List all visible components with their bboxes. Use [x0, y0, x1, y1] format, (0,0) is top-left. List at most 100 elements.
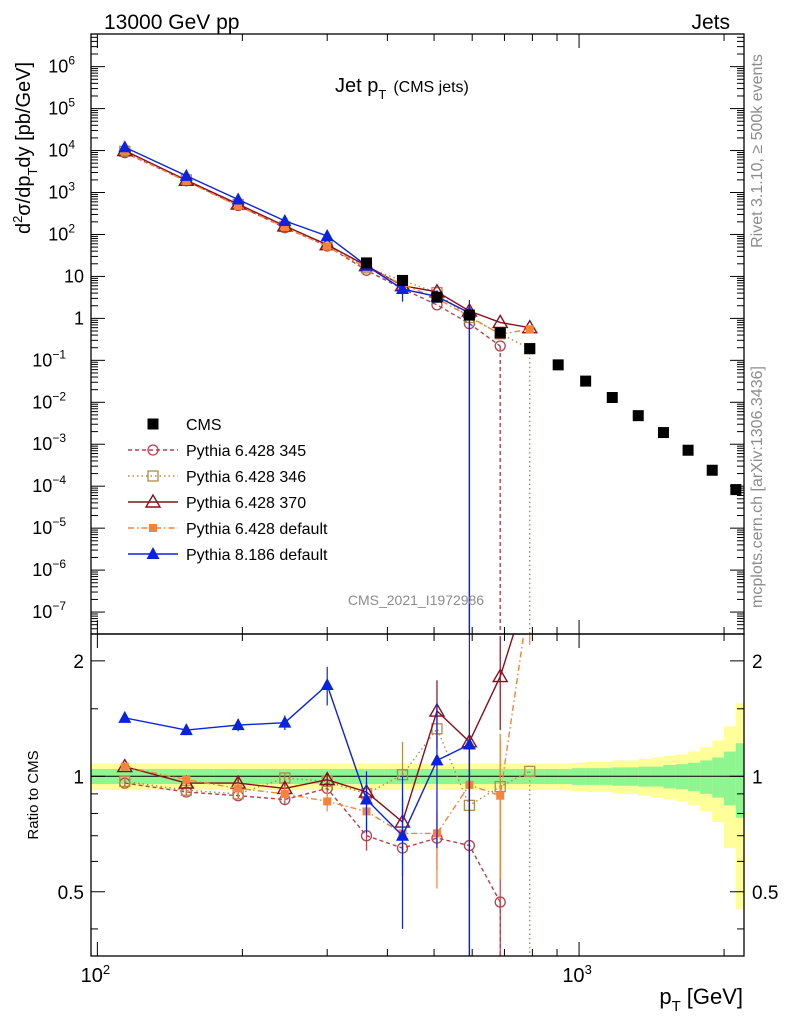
- analysis-watermark: CMS_2021_I1972986: [348, 592, 484, 608]
- legend-entry-cms: CMS: [147, 417, 222, 434]
- y-tick-label: 10−7: [32, 599, 66, 622]
- ratio-point: [118, 710, 132, 723]
- cms-data-point: [632, 410, 644, 422]
- cms-data-point: [524, 343, 536, 355]
- y-tick-label: 10: [64, 266, 84, 286]
- series-main-0: [119, 147, 506, 634]
- ratio-tick-label: 1: [73, 767, 84, 788]
- series-main-cms: [360, 257, 786, 545]
- ratio-point: [494, 896, 506, 908]
- y-tick-label: 10−5: [32, 515, 66, 538]
- data-point: [320, 228, 334, 241]
- ratio-point: [430, 753, 444, 766]
- legend-label-cms: CMS: [186, 417, 222, 434]
- legend-series-marker: [149, 524, 157, 532]
- legend-label-pythia6-370: Pythia 6.428 370: [186, 495, 306, 512]
- legend-marker-pythia8-default: [128, 547, 178, 559]
- cms-data-point: [552, 359, 564, 371]
- y-tick-label: 104: [48, 138, 75, 161]
- ratio-line: [124, 683, 471, 956]
- ratio-band-inner: [688, 762, 701, 792]
- ratio-point: [182, 775, 191, 784]
- ratio-point: [119, 775, 131, 788]
- y-tick-label: 10−6: [32, 557, 66, 580]
- legend-entry-pythia8-default: Pythia 8.186 default: [128, 547, 328, 564]
- series-line: [124, 152, 501, 634]
- ratio-line: [124, 727, 531, 956]
- cms-data-point: [431, 291, 443, 303]
- cms-data-point: [777, 534, 786, 545]
- ratio-band-inner: [700, 760, 713, 794]
- y-tick-label: 10−4: [32, 473, 66, 496]
- ratio-point: [462, 737, 476, 750]
- data-point: [182, 177, 191, 186]
- cms-data-point: [463, 309, 475, 321]
- cms-data-point: [397, 274, 409, 286]
- data-point: [396, 282, 410, 295]
- ratio-frame: [90, 633, 745, 957]
- ratio-tick-label-right: 2: [752, 652, 763, 673]
- ratio-tick-label: 0.5: [58, 883, 84, 904]
- header-right-label: Jets: [691, 11, 730, 34]
- ylabel-part-sigma: σ/dp: [13, 176, 35, 216]
- cms-data-point: [657, 427, 669, 439]
- ratio-point: [179, 723, 193, 736]
- legend-label-pythia6-346: Pythia 6.428 346: [186, 469, 306, 486]
- legend-marker-cms: [147, 418, 159, 430]
- ratio-series-layer: [116, 634, 536, 956]
- data-point: [179, 168, 193, 181]
- cms-data-point: [360, 257, 372, 269]
- ratio-point: [318, 771, 336, 786]
- legend-marker-pythia6-370: [128, 493, 178, 508]
- data-point: [234, 201, 243, 210]
- data-point: [525, 325, 534, 334]
- y-tick-label: 106: [48, 54, 75, 77]
- ratio-point: [120, 762, 129, 771]
- legend-cms-marker: [147, 418, 159, 430]
- y-tick-label: 103: [48, 180, 75, 203]
- ratio-axis-label: Ratio to CMS: [25, 750, 42, 839]
- ratio-axes-layer: 0.5 0.5 1 1 2 2: [58, 633, 778, 957]
- y-tick-label: 105: [48, 96, 75, 119]
- series-ratio-1: [119, 705, 536, 956]
- legend-entry-pythia6-345: Pythia 6.428 345: [128, 443, 306, 460]
- main-series-layer: [116, 140, 786, 634]
- y-tick-label: 10−1: [32, 347, 66, 370]
- cms-data-point: [606, 392, 618, 404]
- legend: CMS Pythia 6.428 345 Pythia 6.428 346 Py…: [128, 417, 328, 564]
- cms-data-point: [706, 464, 718, 476]
- legend-label-pythia8-default: Pythia 8.186 default: [186, 547, 328, 564]
- ylabel-part-rest: dy [pb/GeV]: [13, 62, 35, 168]
- cms-data-point: [730, 484, 742, 496]
- ratio-point: [496, 791, 505, 800]
- legend-label-pythia6-default: Pythia 6.428 default: [186, 521, 328, 538]
- series-ratio-0: [119, 777, 506, 956]
- y-tick-label: 1: [74, 308, 84, 328]
- ratio-point: [491, 668, 509, 683]
- ratio-point: [278, 715, 292, 728]
- ylabel-part-d: d: [13, 223, 35, 234]
- ratio-point: [320, 678, 334, 691]
- cms-data-point: [682, 444, 694, 456]
- y-tick-label: 10−2: [32, 389, 66, 412]
- data-point: [280, 223, 289, 232]
- data-point: [118, 140, 132, 153]
- ratio-tick-label: 2: [73, 652, 84, 673]
- ratio-band-inner: [724, 751, 737, 806]
- ratio-band-inner: [735, 743, 744, 818]
- legend-marker-pythia6-345: [128, 444, 178, 456]
- legend-entry-pythia6-default: Pythia 6.428 default: [128, 521, 328, 538]
- ratio-point: [279, 772, 291, 784]
- ratio-panel: 0.5 0.5 1 1 2 2: [58, 633, 778, 957]
- ratio-line: [124, 782, 501, 956]
- ratio-point: [396, 828, 410, 841]
- data-point: [278, 213, 292, 226]
- xlabel-main: p: [659, 984, 671, 1009]
- x-tick-labels: 102 103: [81, 962, 592, 987]
- ylabel-part-sq: 2: [10, 216, 25, 223]
- header-left-label: 13000 GeV pp: [104, 11, 239, 34]
- x-tick-label: 103: [562, 962, 591, 987]
- legend-marker-pythia6-default: [128, 524, 178, 532]
- legend-series-marker: [147, 470, 159, 482]
- chart-title: Jet pT (CMS jets): [335, 75, 469, 102]
